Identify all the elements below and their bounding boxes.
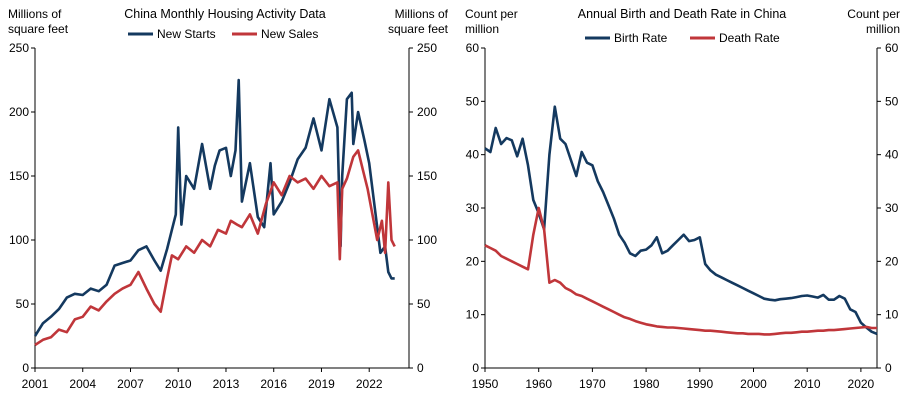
- x-tick-label: 2020: [848, 377, 875, 391]
- chart-title: China Monthly Housing Activity Data: [124, 7, 326, 21]
- x-tick-label: 2016: [260, 377, 287, 391]
- y-axis-label-right: million: [866, 22, 900, 36]
- y-tick-label-left: 100: [9, 233, 29, 247]
- y-tick-label-left: 150: [9, 169, 29, 183]
- y-tick-label-right: 0: [417, 361, 424, 375]
- y-axis-label-right: Millions of: [395, 7, 449, 21]
- x-tick-label: 2004: [69, 377, 96, 391]
- y-tick-label-right: 100: [417, 233, 437, 247]
- y-tick-label-right: 200: [417, 105, 437, 119]
- y-tick-label-left: 200: [9, 105, 29, 119]
- y-tick-label-left: 30: [466, 201, 480, 215]
- series-line-birth-rate: [484, 105, 878, 336]
- legend-label-new-starts: New Starts: [157, 27, 216, 41]
- x-tick-label: 1990: [686, 377, 713, 391]
- y-tick-label-right: 50: [417, 297, 431, 311]
- x-tick-label: 2007: [117, 377, 144, 391]
- x-tick-label: 2019: [308, 377, 335, 391]
- chart-1: [31, 32, 413, 372]
- y-tick-label-right: 50: [885, 94, 899, 108]
- y-tick-label-left: 20: [466, 254, 480, 268]
- x-tick-label: 2022: [356, 377, 383, 391]
- y-tick-label-left: 0: [22, 361, 29, 375]
- x-tick-label: 2001: [22, 377, 49, 391]
- x-tick-label: 1960: [525, 377, 552, 391]
- y-tick-label-right: 60: [885, 41, 899, 55]
- y-tick-label-right: 30: [885, 201, 899, 215]
- y-tick-label-right: 40: [885, 148, 899, 162]
- y-tick-label-right: 250: [417, 41, 437, 55]
- y-tick-label-left: 250: [9, 41, 29, 55]
- series-line-death-rate: [484, 206, 877, 336]
- series-line-new-sales: [34, 149, 396, 347]
- y-axis-label-left: Count per: [465, 7, 518, 21]
- y-tick-label-right: 10: [885, 308, 899, 322]
- y-axis-label-left: square feet: [8, 22, 69, 36]
- y-tick-label-right: 20: [885, 254, 899, 268]
- y-tick-label-right: 0: [885, 361, 892, 375]
- y-axis-label-right: Count per: [847, 7, 900, 21]
- y-tick-label-left: 60: [466, 41, 480, 55]
- y-axis-label-left: Millions of: [8, 7, 62, 21]
- y-axis-label-right: square feet: [388, 22, 449, 36]
- series-line-new-starts: [33, 78, 395, 337]
- chart-title: Annual Birth and Death Rate in China: [578, 7, 787, 21]
- y-tick-label-left: 50: [16, 297, 30, 311]
- y-tick-label-right: 150: [417, 169, 437, 183]
- x-tick-label: 2010: [794, 377, 821, 391]
- legend-label-death-rate: Death Rate: [719, 31, 780, 45]
- legend-label-new-sales: New Sales: [261, 27, 318, 41]
- x-tick-label: 1970: [579, 377, 606, 391]
- legend-label-birth-rate: Birth Rate: [614, 31, 668, 45]
- chart-2: [481, 36, 881, 372]
- y-tick-label-left: 40: [466, 148, 480, 162]
- x-tick-label: 1980: [633, 377, 660, 391]
- x-tick-label: 1950: [472, 377, 499, 391]
- x-tick-label: 2010: [165, 377, 192, 391]
- x-tick-label: 2000: [740, 377, 767, 391]
- x-tick-label: 2013: [213, 377, 240, 391]
- y-tick-label-left: 50: [466, 94, 480, 108]
- y-tick-label-left: 0: [472, 361, 479, 375]
- y-tick-label-left: 10: [466, 308, 480, 322]
- y-axis-label-left: million: [465, 22, 499, 36]
